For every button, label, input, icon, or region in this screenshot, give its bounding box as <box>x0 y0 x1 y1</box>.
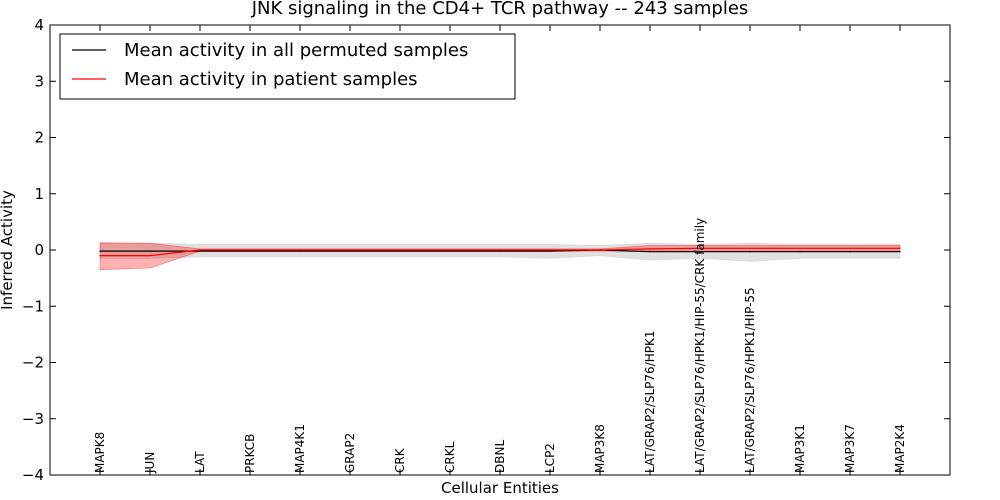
category-label: CRK <box>393 447 407 473</box>
legend-label-patient: Mean activity in patient samples <box>124 69 418 90</box>
series-1-point-2 <box>199 249 201 251</box>
series-1-point-0 <box>99 255 101 257</box>
y-tick-label: −4 <box>22 466 44 484</box>
series-0-point-9 <box>549 250 551 252</box>
series-0-point-3 <box>249 250 251 252</box>
series-1-point-5 <box>349 249 351 251</box>
category-label: LAT/GRAP2/SLP76/HPK1/HIP-55/CRK family <box>693 218 707 473</box>
series-1-point-9 <box>549 249 551 251</box>
axis-ticks <box>50 24 950 476</box>
y-tick-label: 3 <box>34 72 44 90</box>
series-1-point-15 <box>849 247 851 249</box>
y-tick-labels: 4 3 2 1 0 −1 −2 −3 −4 <box>22 16 44 484</box>
y-tick-label: 0 <box>34 241 44 259</box>
series-1-point-12 <box>699 247 701 249</box>
category-label: JUN <box>143 452 157 474</box>
series-1-point-7 <box>449 249 451 251</box>
legend-label-permuted: Mean activity in all permuted samples <box>124 40 468 61</box>
category-label: MAP4K1 <box>293 424 307 473</box>
series-0-point-1 <box>149 250 151 252</box>
chart-title: JNK signaling in the CD4+ TCR pathway --… <box>251 0 749 19</box>
series-0-point-12 <box>699 251 701 253</box>
series-0-point-15 <box>849 251 851 253</box>
y-tick-label: 1 <box>34 185 44 203</box>
y-tick-label: 2 <box>34 129 44 147</box>
series-0-point-13 <box>749 251 751 253</box>
series-0-point-6 <box>399 250 401 252</box>
category-label: MAP3K8 <box>593 424 607 473</box>
category-labels: MAPK8 JUN LAT PRKCB MAP4K1 GRAP2 CRK CRKL DBNL LC… <box>93 218 907 474</box>
series-1-point-13 <box>749 247 751 249</box>
series-0-point-4 <box>299 250 301 252</box>
y-tick-label: 4 <box>34 16 44 34</box>
series-1-point-3 <box>249 249 251 251</box>
category-label: LAT/GRAP2/SLP76/HPK1/HIP-55 <box>743 287 757 473</box>
series-1-point-8 <box>499 249 501 251</box>
series-1-point-4 <box>299 249 301 251</box>
category-label: PRKCB <box>243 434 257 473</box>
legend: Mean activity in all permuted samples Me… <box>59 33 516 100</box>
series-0-point-7 <box>449 250 451 252</box>
category-label: GRAP2 <box>343 433 357 473</box>
category-label: MAP2K4 <box>893 424 907 473</box>
y-tick-label: −3 <box>22 410 44 428</box>
series-1-point-16 <box>899 247 901 249</box>
category-label: LAT/GRAP2/SLP76/HPK1 <box>643 331 657 474</box>
category-label: MAP3K7 <box>843 424 857 473</box>
series-0-point-16 <box>899 251 901 253</box>
series-lines <box>99 247 901 257</box>
series-1-point-6 <box>399 249 401 251</box>
series-1-point-1 <box>149 255 151 257</box>
series-0-point-2 <box>199 250 201 252</box>
series-1-point-10 <box>599 249 601 251</box>
series-0-point-0 <box>99 250 101 252</box>
category-label: MAP3K1 <box>793 424 807 473</box>
y-tick-label: −1 <box>22 297 44 315</box>
category-label: DBNL <box>493 440 507 473</box>
series-0-point-8 <box>499 250 501 252</box>
category-label: MAPK8 <box>93 432 107 473</box>
legend-box <box>59 33 516 100</box>
category-label: LCP2 <box>543 443 557 473</box>
series-1-point-14 <box>799 247 801 249</box>
series-0-point-5 <box>349 250 351 252</box>
category-label: LAT <box>193 451 207 473</box>
y-axis-title: Inferred Activity <box>0 190 16 310</box>
confidence-bands <box>99 242 901 271</box>
series-1-point-11 <box>649 248 651 250</box>
y-tick-label: −2 <box>22 354 44 372</box>
series-0-point-14 <box>799 251 801 253</box>
x-axis-title: Cellular Entities <box>441 479 559 497</box>
category-label: CRKL <box>443 441 457 473</box>
series-0-point-11 <box>649 251 651 253</box>
